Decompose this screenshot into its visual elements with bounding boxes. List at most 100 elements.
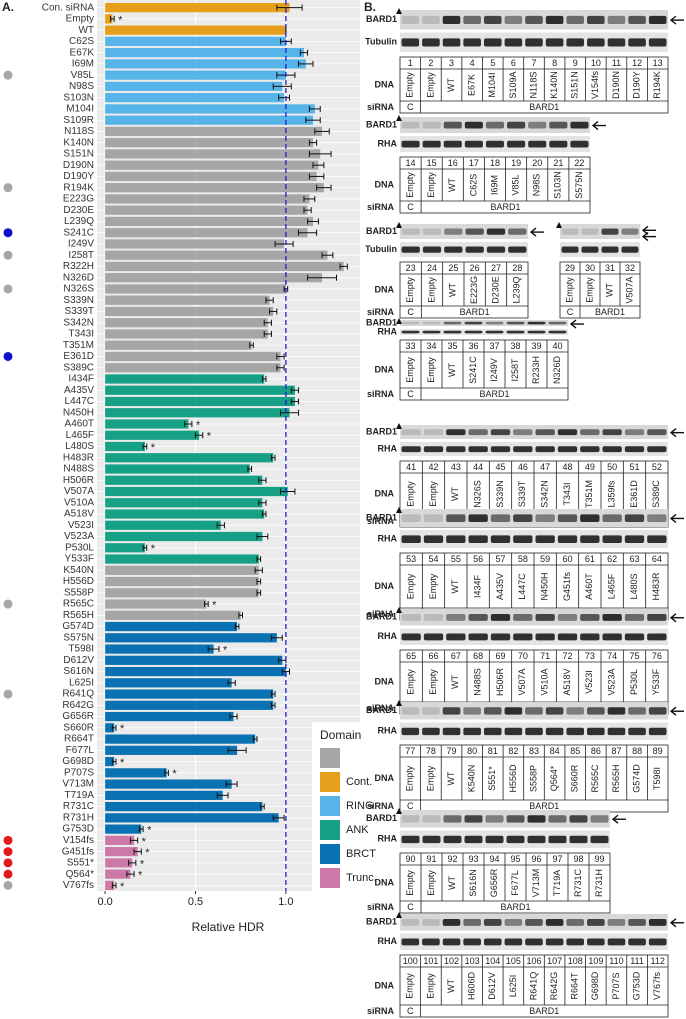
blot-band <box>490 429 511 436</box>
y-tick-label: A518V <box>64 509 94 520</box>
dna-label: R194K <box>652 71 662 99</box>
blot-row-label: BARD1 <box>366 813 397 823</box>
dna-label: S339N <box>495 480 505 508</box>
y-tick-label: V523A <box>64 531 94 542</box>
dna-label: S339T <box>517 480 527 507</box>
blot-row-label: BARD1 <box>366 317 397 327</box>
sirna-label: C <box>407 902 414 912</box>
blot-band <box>527 321 546 325</box>
significance-mark: * <box>120 757 125 769</box>
lane-number: 95 <box>510 854 520 864</box>
lane-number: 102 <box>444 956 459 966</box>
dna-label: L447C <box>517 573 527 600</box>
blot-arrow-head <box>591 121 599 131</box>
dna-label: L625I <box>508 975 518 998</box>
blot-row-label: RHA <box>378 533 398 543</box>
dna-label: WT <box>450 487 460 501</box>
lane-number: 30 <box>585 263 595 273</box>
sirna-label: BARD1 <box>595 307 625 317</box>
bar <box>105 869 131 879</box>
blot-band <box>628 38 646 47</box>
bar <box>105 261 344 272</box>
blot-row-label: RHA <box>378 631 398 641</box>
blot-band <box>423 514 444 522</box>
bar <box>105 824 142 834</box>
blot-band <box>401 446 421 453</box>
significance-mark: * <box>196 419 201 431</box>
blot-arrow-head <box>611 814 619 824</box>
blot-band <box>607 938 626 946</box>
lane-number: 34 <box>426 341 436 351</box>
y-tick-label: K140N <box>63 137 94 148</box>
blot-band <box>422 38 440 47</box>
dna-label: H483R <box>651 572 661 601</box>
bar <box>105 790 223 800</box>
dna-label: Empty <box>405 277 415 303</box>
table-row-label: siRNA <box>367 202 395 212</box>
blot-band <box>602 446 622 453</box>
blot-strip <box>560 242 640 257</box>
blot-band <box>580 613 600 621</box>
x-axis-title: Relative HDR <box>192 920 265 934</box>
blot-band <box>566 707 585 715</box>
blot-band <box>401 613 421 621</box>
blot-band <box>485 330 504 334</box>
blot-band <box>508 228 527 235</box>
blot-strip <box>400 628 668 645</box>
table-row-label: DNA <box>375 79 395 89</box>
blot-band <box>624 613 645 621</box>
dna-label: G451fs <box>562 571 572 601</box>
blot-band <box>607 15 626 25</box>
y-tick-label: M104I <box>66 104 94 115</box>
blot-band <box>507 121 526 129</box>
bar <box>105 689 274 699</box>
blot-band <box>446 535 466 543</box>
dna-label: C62S <box>468 174 478 197</box>
y-tick-label: A460T <box>65 419 94 430</box>
y-tick-label: P707S <box>64 767 94 778</box>
y-tick-label: I69M <box>72 59 94 70</box>
blot-band <box>442 15 461 25</box>
dna-label: V767fs <box>652 971 662 1000</box>
table-row-label: DNA <box>375 581 395 591</box>
lane-number: 89 <box>653 746 663 756</box>
bar <box>105 25 286 35</box>
bar <box>105 801 263 812</box>
blot-band <box>580 446 600 453</box>
y-tick-label: S389C <box>63 362 94 373</box>
blot-band <box>465 228 484 235</box>
blot-band <box>490 613 511 621</box>
bar <box>105 453 274 463</box>
blot-band <box>581 246 599 253</box>
blot-strip <box>400 425 668 439</box>
y-tick-label: D230E <box>63 205 94 216</box>
blot-marker <box>396 115 402 121</box>
blot-band <box>401 330 420 334</box>
lane-number: 11 <box>612 58 621 68</box>
dna-label: R731H <box>594 869 604 897</box>
blot-band <box>463 38 481 47</box>
table-row-label: DNA <box>375 676 395 686</box>
blot-band <box>485 140 505 148</box>
bar <box>105 486 288 497</box>
blot-row-label: Tubulin <box>365 244 397 254</box>
y-tick-label: R664T <box>64 734 94 745</box>
lane-number: 83 <box>529 746 539 756</box>
dna-label: T719A <box>552 870 562 897</box>
lane-number: 38 <box>510 341 520 351</box>
blot-band <box>443 815 462 823</box>
blot-band <box>464 815 483 823</box>
significance-mark: * <box>138 870 143 882</box>
blot-band <box>570 140 589 148</box>
lane-number: 16 <box>448 158 458 168</box>
y-tick-label: V510A <box>64 497 94 508</box>
y-tick-label: L625I <box>69 677 94 688</box>
lane-number: 63 <box>629 554 639 564</box>
bar <box>105 520 221 530</box>
lane-number: 62 <box>607 554 617 564</box>
blot-band <box>535 429 555 436</box>
bar <box>105 779 232 789</box>
blot-band <box>490 633 511 641</box>
bar <box>105 385 295 395</box>
lane-number: 7 <box>531 58 536 68</box>
